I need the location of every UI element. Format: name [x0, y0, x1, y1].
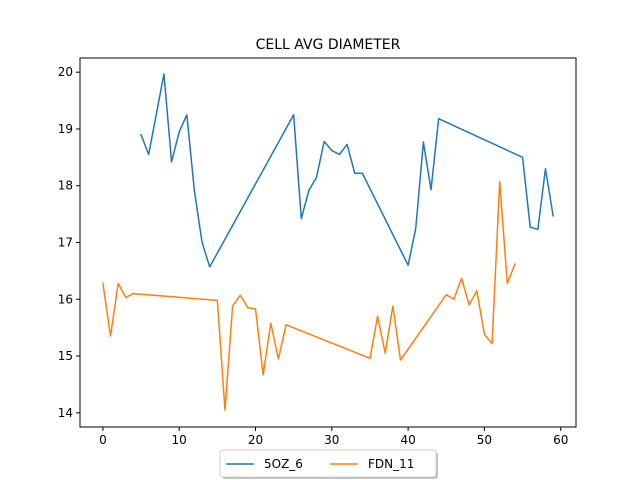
legend-label-fdn-11: FDN_11 [368, 457, 414, 471]
y-tick-label: 19 [58, 122, 73, 136]
legend-label-5oz-6: 5OZ_6 [264, 457, 303, 471]
series-layer [102, 73, 554, 411]
y-tick-label: 16 [58, 292, 73, 306]
y-tick-label: 18 [58, 179, 73, 193]
y-tick-label: 14 [58, 406, 73, 420]
chart-title: CELL AVG DIAMETER [256, 37, 401, 53]
x-tick-label: 20 [248, 433, 263, 447]
y-tick-label: 17 [58, 236, 73, 250]
x-tick-label: 60 [553, 433, 568, 447]
series-line-5oz-6 [140, 73, 554, 268]
x-tick-label: 40 [400, 433, 415, 447]
x-tick-label: 30 [324, 433, 339, 447]
x-tick-label: 10 [172, 433, 187, 447]
x-tick-label: 0 [99, 433, 107, 447]
x-tick-label: 50 [477, 433, 492, 447]
y-tick-label: 15 [58, 349, 73, 363]
legend-box [219, 449, 437, 478]
x-axis: 0 10 20 30 40 50 60 [99, 427, 568, 447]
series-line-fdn-11 [102, 181, 516, 411]
legend: 5OZ_6 FDN_11 [219, 449, 438, 479]
y-tick-label: 20 [58, 65, 73, 79]
y-axis: 14 15 16 17 18 19 20 [58, 65, 80, 420]
